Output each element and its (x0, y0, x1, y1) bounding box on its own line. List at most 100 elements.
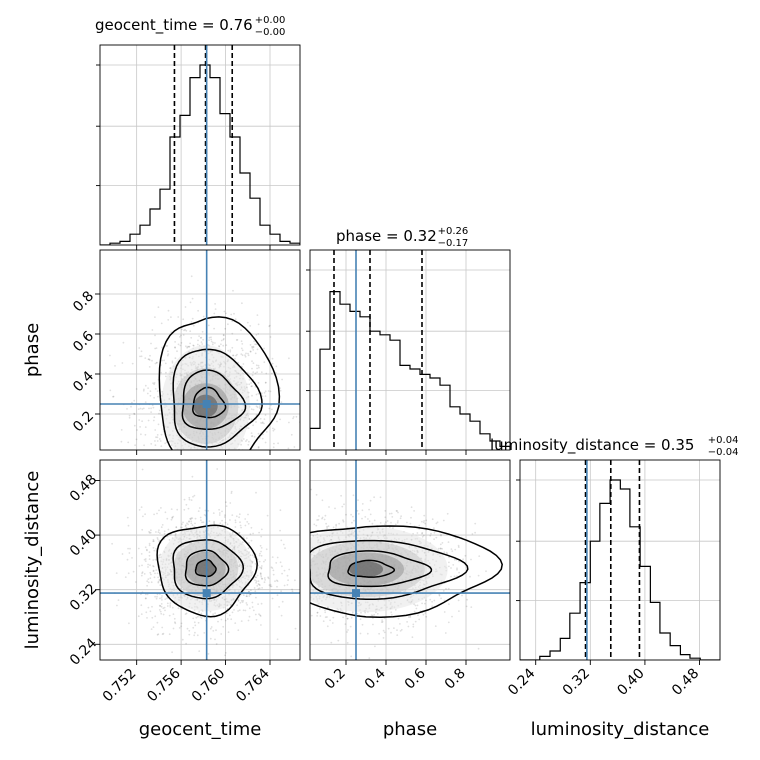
sample-point (175, 452, 177, 454)
sample-point (285, 580, 287, 582)
sample-point (431, 518, 434, 521)
sample-point (135, 438, 138, 441)
sample-point (258, 407, 261, 409)
contour-line (158, 316, 281, 450)
sample-point (131, 362, 134, 365)
sample-point (151, 605, 153, 608)
sample-point (247, 547, 250, 550)
sample-point (396, 634, 399, 636)
sample-point (435, 536, 438, 539)
sample-point (301, 537, 303, 539)
sample-point (430, 532, 432, 535)
sample-point (267, 639, 269, 641)
sample-point (155, 461, 157, 463)
sample-point (224, 619, 227, 622)
sample-point (124, 576, 127, 578)
sample-point (120, 452, 122, 454)
sample-point (302, 571, 304, 573)
sample-point (184, 613, 187, 615)
sample-point (154, 595, 157, 598)
sample-point (345, 513, 347, 516)
sample-point (187, 523, 190, 526)
sample-point (257, 392, 260, 395)
sample-point (469, 575, 471, 578)
sample-point (260, 392, 263, 395)
sample-point (335, 523, 338, 526)
sample-point (142, 389, 145, 392)
sample-point (256, 549, 258, 551)
x-tick-label: 0.32 (560, 666, 593, 699)
sample-point (232, 473, 234, 475)
sample-point (220, 633, 223, 635)
sample-point (250, 418, 253, 421)
sample-point (241, 601, 244, 603)
sample-point (234, 622, 237, 624)
sample-point (297, 523, 299, 525)
sample-point (171, 451, 173, 453)
sample-point (154, 444, 157, 447)
sample-point (200, 451, 202, 453)
histogram-step (520, 479, 720, 660)
sample-point (159, 553, 162, 556)
sample-point (214, 308, 217, 310)
sample-point (162, 632, 165, 635)
sample-point (163, 532, 166, 535)
sample-point (318, 515, 320, 517)
sample-point (245, 440, 247, 442)
sample-point (185, 490, 187, 492)
sample-point (212, 341, 214, 344)
sample-point (230, 313, 233, 316)
sample-point (231, 346, 234, 349)
sample-point (294, 577, 296, 579)
sample-point (255, 580, 258, 583)
sample-point (176, 454, 178, 456)
sample-point (357, 499, 359, 501)
sample-point (182, 521, 184, 524)
sample-point (316, 615, 318, 617)
sample-point (392, 527, 394, 529)
sample-point (238, 513, 241, 516)
sample-point (285, 573, 287, 575)
sample-point (248, 590, 250, 593)
sample-point (381, 619, 383, 621)
sample-point (192, 324, 195, 327)
sample-point (185, 489, 187, 491)
sample-point (176, 508, 179, 511)
sample-point (138, 347, 141, 349)
sample-point (150, 573, 152, 576)
sample-point (220, 343, 222, 346)
sample-point (198, 507, 201, 509)
sample-point (144, 597, 147, 600)
sample-point (159, 584, 162, 586)
sample-point (280, 401, 283, 404)
sample-point (141, 528, 144, 531)
sample-point (291, 543, 293, 545)
sample-point (190, 336, 193, 339)
sample-point (191, 454, 193, 456)
sample-point (250, 432, 253, 434)
sample-point (180, 608, 183, 610)
sample-point (176, 489, 178, 491)
sample-point (264, 477, 266, 479)
histogram-step (100, 64, 300, 245)
sample-point (251, 470, 253, 472)
sample-point (407, 625, 410, 628)
sample-point (394, 609, 397, 611)
sample-point (421, 531, 424, 534)
sample-point (164, 362, 167, 365)
sample-point (446, 552, 448, 555)
sample-point (293, 540, 295, 542)
sample-point (229, 350, 232, 353)
sample-point (241, 343, 244, 345)
sample-point (241, 302, 243, 305)
sample-point (188, 345, 191, 348)
sample-point (260, 554, 263, 557)
sample-point (216, 482, 218, 484)
sample-point (200, 612, 203, 615)
sample-point (94, 359, 96, 361)
sample-point (149, 571, 152, 574)
sample-point (293, 446, 296, 448)
sample-point (273, 442, 275, 445)
x-tick-label: 0.48 (669, 666, 702, 699)
sample-point (295, 554, 297, 556)
